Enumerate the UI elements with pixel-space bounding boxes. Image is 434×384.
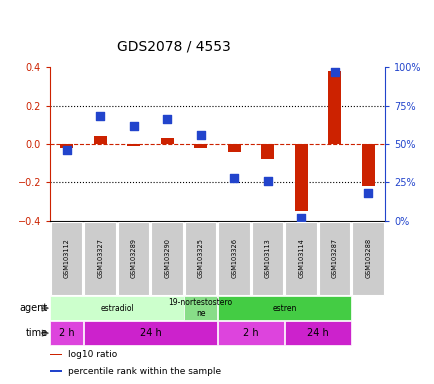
Text: GSM103287: GSM103287 (331, 238, 337, 278)
Text: GSM103113: GSM103113 (264, 238, 270, 278)
FancyBboxPatch shape (51, 222, 82, 295)
Bar (127, 144, 140, 146)
FancyBboxPatch shape (118, 222, 149, 295)
Text: estren: estren (272, 304, 296, 313)
Point (331, 69, 338, 75)
Bar (60, 144, 73, 148)
Point (364, 190, 371, 196)
FancyBboxPatch shape (84, 321, 217, 345)
Point (63, 147, 70, 153)
FancyBboxPatch shape (318, 222, 349, 295)
Text: log10 ratio: log10 ratio (68, 350, 118, 359)
FancyBboxPatch shape (251, 222, 283, 295)
Text: 24 h: 24 h (139, 328, 161, 338)
Text: GSM103326: GSM103326 (231, 238, 237, 278)
FancyBboxPatch shape (218, 222, 249, 295)
Text: 2 h: 2 h (243, 328, 258, 338)
FancyBboxPatch shape (84, 222, 115, 295)
Text: agent: agent (20, 303, 48, 313)
Bar (294, 144, 307, 211)
Bar (160, 138, 174, 144)
FancyBboxPatch shape (285, 222, 316, 295)
Text: GSM103112: GSM103112 (64, 238, 69, 278)
Text: GSM103288: GSM103288 (365, 238, 370, 278)
Text: GSM103327: GSM103327 (97, 238, 103, 278)
Text: GDS2078 / 4553: GDS2078 / 4553 (117, 40, 230, 54)
Text: GSM103325: GSM103325 (197, 238, 203, 278)
Bar (50, 371, 62, 372)
Point (297, 215, 304, 221)
Bar (260, 144, 274, 159)
FancyBboxPatch shape (184, 222, 216, 295)
Point (130, 122, 137, 129)
Text: time: time (26, 328, 48, 338)
Bar (361, 144, 374, 186)
Text: 2 h: 2 h (59, 328, 74, 338)
Point (97, 113, 104, 119)
FancyBboxPatch shape (217, 296, 350, 320)
FancyBboxPatch shape (217, 321, 283, 345)
Text: 24 h: 24 h (306, 328, 328, 338)
FancyBboxPatch shape (50, 321, 83, 345)
FancyBboxPatch shape (184, 296, 217, 320)
Text: GSM103289: GSM103289 (131, 238, 136, 278)
FancyBboxPatch shape (284, 321, 350, 345)
Text: GSM103114: GSM103114 (298, 238, 303, 278)
Point (164, 116, 171, 122)
Bar (194, 144, 207, 148)
Point (197, 132, 204, 138)
Text: 19-nortestostero
ne: 19-nortestostero ne (168, 298, 232, 318)
Bar (93, 136, 107, 144)
Bar (50, 354, 62, 355)
Bar (327, 71, 341, 144)
Bar (227, 144, 240, 152)
Text: GSM103290: GSM103290 (164, 238, 170, 278)
Text: percentile rank within the sample: percentile rank within the sample (68, 367, 221, 376)
FancyBboxPatch shape (50, 296, 183, 320)
Point (264, 178, 271, 184)
Text: estradiol: estradiol (100, 304, 134, 313)
Point (230, 175, 237, 181)
FancyBboxPatch shape (352, 222, 383, 295)
FancyBboxPatch shape (151, 222, 182, 295)
